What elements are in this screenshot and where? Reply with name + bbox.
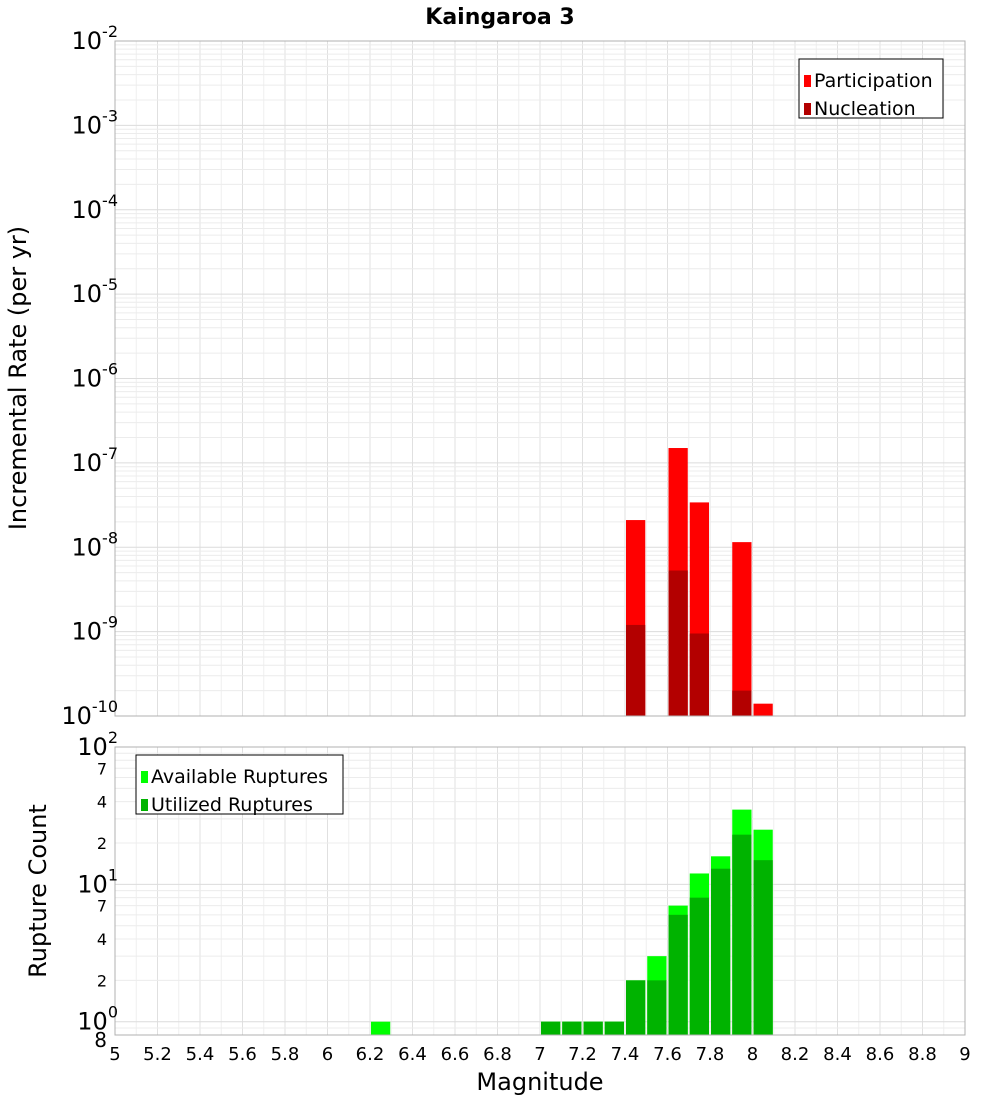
- y-tick-label: 2: [97, 834, 107, 853]
- y-tick-label: 10-6: [72, 360, 119, 393]
- rate-bars: [626, 448, 773, 716]
- x-tick-label: 7.6: [653, 1044, 682, 1065]
- bar: [626, 980, 646, 1035]
- y-tick-label: 2: [97, 971, 107, 990]
- bar: [753, 703, 773, 716]
- bar: [732, 542, 752, 716]
- bar: [668, 570, 688, 716]
- x-tick-label: 5.2: [143, 1044, 172, 1065]
- x-tick-label: 8.4: [823, 1044, 852, 1065]
- bar: [689, 633, 709, 716]
- bar: [689, 897, 709, 1035]
- y-tick-label: 10-5: [72, 275, 119, 308]
- x-tick-label: 5.6: [228, 1044, 257, 1065]
- legend-label: Utilized Ruptures: [151, 794, 313, 816]
- x-tick-label: 6.6: [441, 1044, 470, 1065]
- bar: [626, 624, 646, 716]
- y-tick-label: 4: [97, 793, 107, 812]
- bar: [604, 1021, 624, 1035]
- rate-y-axis-label: Incremental Rate (per yr): [4, 226, 32, 530]
- bar: [732, 690, 752, 716]
- y-tick-label: 102: [77, 728, 118, 761]
- y-tick-label: 10-9: [72, 613, 119, 646]
- y-tick-label: 10-8: [72, 528, 119, 561]
- rate-y-tick-labels: 10-2 10-3 10-4 10-5 10-6 10-7 10-8 10-9 10-10: [61, 22, 118, 730]
- legend-box: [135, 754, 344, 815]
- x-tick-label: 9: [959, 1044, 970, 1065]
- legend-box: [798, 58, 944, 119]
- y-tick-label: 4: [97, 930, 107, 949]
- y-tick-label: 7: [97, 759, 107, 778]
- bar: [711, 868, 731, 1035]
- bar: [668, 914, 688, 1035]
- x-tick-label: 5.8: [271, 1044, 300, 1065]
- y-tick-label: 7: [97, 897, 107, 916]
- count-legend: Available Ruptures Utilized Ruptures: [135, 754, 344, 816]
- y-tick-label: 8: [94, 1028, 107, 1052]
- x-tick-label: 8.2: [781, 1044, 810, 1065]
- rate-panel: 10-2 10-3 10-4 10-5 10-6 10-7 10-8 10-9 10-10 In…: [4, 22, 966, 730]
- legend-swatch: [804, 103, 811, 115]
- legend-swatch: [141, 799, 148, 811]
- rate-grid: [115, 41, 966, 716]
- legend-swatch: [141, 771, 148, 783]
- legend-swatch: [804, 75, 811, 87]
- count-plot-border: [114, 746, 966, 1036]
- x-tick-label: 6.4: [398, 1044, 427, 1065]
- x-tick-label: 8.6: [866, 1044, 895, 1065]
- x-tick-labels: 5 5.2 5.4 5.6 5.8 6 6.2 6.4 6.6 6.8 7 7.2 7.4 7.6 7.8 8…: [109, 1044, 970, 1065]
- bar: [583, 1021, 603, 1035]
- bar: [371, 1021, 391, 1035]
- y-tick-label: 10-2: [72, 22, 119, 55]
- legend-label: Nucleation: [814, 98, 916, 120]
- y-tick-label: 100: [77, 1003, 118, 1036]
- bar: [647, 980, 667, 1035]
- x-tick-label: 6.2: [356, 1044, 385, 1065]
- x-tick-label: 5: [109, 1044, 120, 1065]
- y-tick-label: 10-7: [72, 444, 119, 477]
- count-y-axis-label: Rupture Count: [24, 804, 52, 978]
- bar: [562, 1021, 582, 1035]
- x-tick-label: 5.4: [186, 1044, 215, 1065]
- count-bars: [371, 809, 773, 1035]
- x-tick-label: 8: [747, 1044, 758, 1065]
- legend-label: Available Ruptures: [151, 766, 328, 788]
- x-tick-label: 7.4: [611, 1044, 640, 1065]
- bar: [541, 1021, 561, 1035]
- y-tick-label: 10-10: [61, 697, 118, 730]
- x-tick-label: 7.2: [568, 1044, 597, 1065]
- x-tick-label: 6.8: [483, 1044, 512, 1065]
- y-tick-label: 10-4: [72, 191, 119, 224]
- chart-title: Kaingaroa 3: [425, 5, 574, 30]
- y-tick-label: 101: [77, 865, 118, 898]
- rate-plot-border: [114, 40, 966, 717]
- bar: [753, 860, 773, 1035]
- x-tick-label: 6: [322, 1044, 333, 1065]
- x-tick-label: 8.8: [908, 1044, 937, 1065]
- x-tick-label: 7.8: [696, 1044, 725, 1065]
- legend-label: Participation: [814, 70, 933, 92]
- x-axis-label: Magnitude: [476, 1068, 603, 1096]
- y-tick-label: 10-3: [72, 106, 119, 139]
- x-tick-label: 7: [534, 1044, 545, 1065]
- rate-legend: Participation Nucleation: [798, 58, 944, 120]
- bar: [732, 834, 752, 1035]
